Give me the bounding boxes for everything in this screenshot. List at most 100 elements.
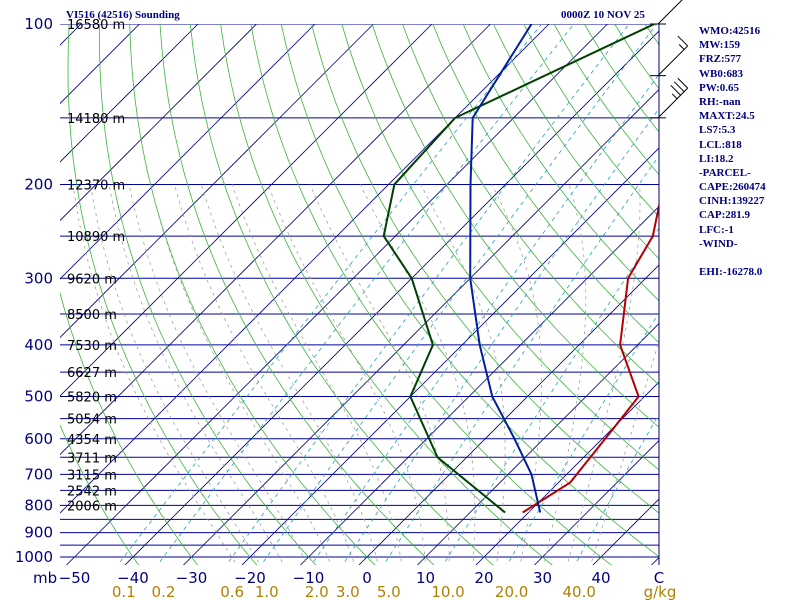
temperature-tick-label: −40: [117, 569, 149, 587]
index-row: LI:18.2: [699, 152, 734, 165]
mixing-ratio-line: [117, 24, 542, 565]
index-row: LFC:-1: [699, 223, 734, 236]
isotherm-line: [533, 439, 659, 565]
index-row: RH:-nan: [699, 95, 741, 108]
pressure-label: 900: [24, 524, 53, 542]
mixing-ratio-line: [260, 24, 658, 565]
pressure-unit-label: mb: [33, 569, 57, 587]
pressure-label: 700: [24, 465, 53, 483]
index-row-blank: [699, 251, 799, 265]
height-label: 6627 m: [67, 366, 117, 381]
isotherm-line: [60, 24, 433, 397]
moist-adiabat-line: [590, 339, 659, 565]
mixing-ratio-line: [310, 73, 659, 565]
pressure-label: 800: [24, 496, 53, 514]
temperature-tick-label: 40: [591, 569, 610, 587]
index-row: -WIND-: [699, 237, 738, 250]
isotherm-line: [0, 24, 23, 568]
moist-adiabat-line: [420, 184, 506, 565]
index-row: LCL:818: [699, 138, 742, 151]
sounding-indices-panel: WMO:42516 MW:159 FRZ:577 WB0:683 PW:0.65 RH:-…: [699, 24, 799, 279]
temperature-tick-label: 10: [416, 569, 435, 587]
wind-barb-full: [673, 81, 685, 93]
isotherm-line: [60, 24, 491, 456]
index-row: EHI:-16278.0: [699, 266, 763, 279]
station-title: VI516 (42516) Sounding: [66, 9, 180, 21]
index-row: WMO:42516: [699, 25, 761, 37]
mixing-ratio-tick-label: 40.0: [563, 583, 596, 600]
temperature-tick-label: −50: [59, 569, 91, 587]
mixing-ratio-unit-label: g/kg: [644, 583, 677, 600]
index-row: -PARCEL-: [699, 166, 751, 179]
temperature-tick-label: −30: [176, 569, 208, 587]
dry-adiabat-line: [159, 24, 435, 565]
moist-adiabat-line: [128, 184, 308, 565]
moist-adiabat-line: [174, 184, 356, 565]
height-label: 16580 m: [67, 18, 125, 33]
pressure-label: 1000: [15, 548, 53, 566]
temperature-tick-label: −10: [293, 569, 325, 587]
height-label: 10890 m: [67, 230, 125, 245]
moist-adiabat-line: [491, 184, 542, 565]
isotherm-line: [65, 24, 608, 565]
height-label: 3115 m: [67, 468, 117, 483]
height-label: 5820 m: [67, 391, 117, 406]
parcel-trace: [469, 24, 542, 513]
mixing-ratio-line: [574, 413, 659, 565]
dry-adiabat-line: [432, 24, 659, 344]
temperature-trace: [522, 201, 659, 514]
index-row: CAP:281.9: [699, 209, 751, 222]
mixing-ratio-tick-label: 0.2: [152, 583, 176, 600]
moist-adiabat-line: [359, 184, 476, 565]
mixing-ratio-tick-label: 1.0: [255, 583, 279, 600]
height-label: 2542 m: [67, 484, 117, 499]
isotherm-line: [475, 381, 659, 565]
index-row: CINH:139227: [699, 195, 765, 208]
dry-adiabat-line: [250, 24, 612, 565]
temperature-tick-label: 30: [533, 569, 552, 587]
wind-barb-half: [671, 93, 678, 100]
moist-adiabat-line: [267, 184, 427, 565]
mixing-ratio-tick-label: 2.0: [305, 583, 329, 600]
dewpoint-trace: [382, 24, 655, 514]
isotherm-line: [182, 88, 659, 565]
moist-adiabat-line: [108, 184, 285, 565]
mixing-ratio-tick-label: 0.1: [112, 583, 136, 600]
pressure-label: 300: [24, 269, 53, 287]
temperature-tick-label: 0: [362, 569, 372, 587]
isotherm-line: [241, 147, 659, 565]
isotherm-line: [60, 24, 316, 280]
height-label: 12370 m: [67, 178, 125, 193]
height-label: 4354 m: [67, 433, 117, 448]
dry-adiabat-line: [60, 291, 199, 565]
index-row: CAPE:260474: [699, 181, 766, 194]
mixing-ratio-line: [225, 24, 630, 565]
dry-adiabat-line: [60, 424, 140, 565]
isotherm-line: [124, 30, 659, 565]
wind-barb-full: [677, 35, 689, 47]
index-row: LS7:5.3: [699, 124, 736, 137]
temperature-tick-label: 20: [474, 569, 493, 587]
isotherm-line: [60, 24, 550, 514]
moist-adiabat-line: [566, 184, 641, 565]
dry-adiabat-line: [341, 24, 659, 471]
dry-adiabat-line: [402, 24, 659, 386]
height-label: 14180 m: [67, 112, 125, 127]
dry-adiabat-line: [462, 24, 659, 302]
moist-adiabat-line: [90, 184, 261, 565]
mixing-ratio-tick-label: 10.0: [431, 583, 464, 600]
index-row: PW:0.65: [699, 81, 740, 94]
dry-adiabat-line: [493, 24, 659, 260]
isotherm-line: [60, 24, 199, 163]
height-label: 3711 m: [67, 451, 117, 466]
isotherm-line: [416, 322, 659, 565]
wind-barb-staff: [657, 45, 689, 77]
isotherm-line: [358, 264, 659, 565]
dry-adiabat-line: [189, 24, 494, 565]
wind-barb-full: [677, 77, 689, 89]
moist-adiabat-line: [309, 184, 450, 565]
mixing-ratio-line: [506, 312, 659, 565]
index-row: WB0:683: [699, 67, 743, 80]
sounding-time: 0000Z 10 NOV 25: [561, 9, 645, 21]
